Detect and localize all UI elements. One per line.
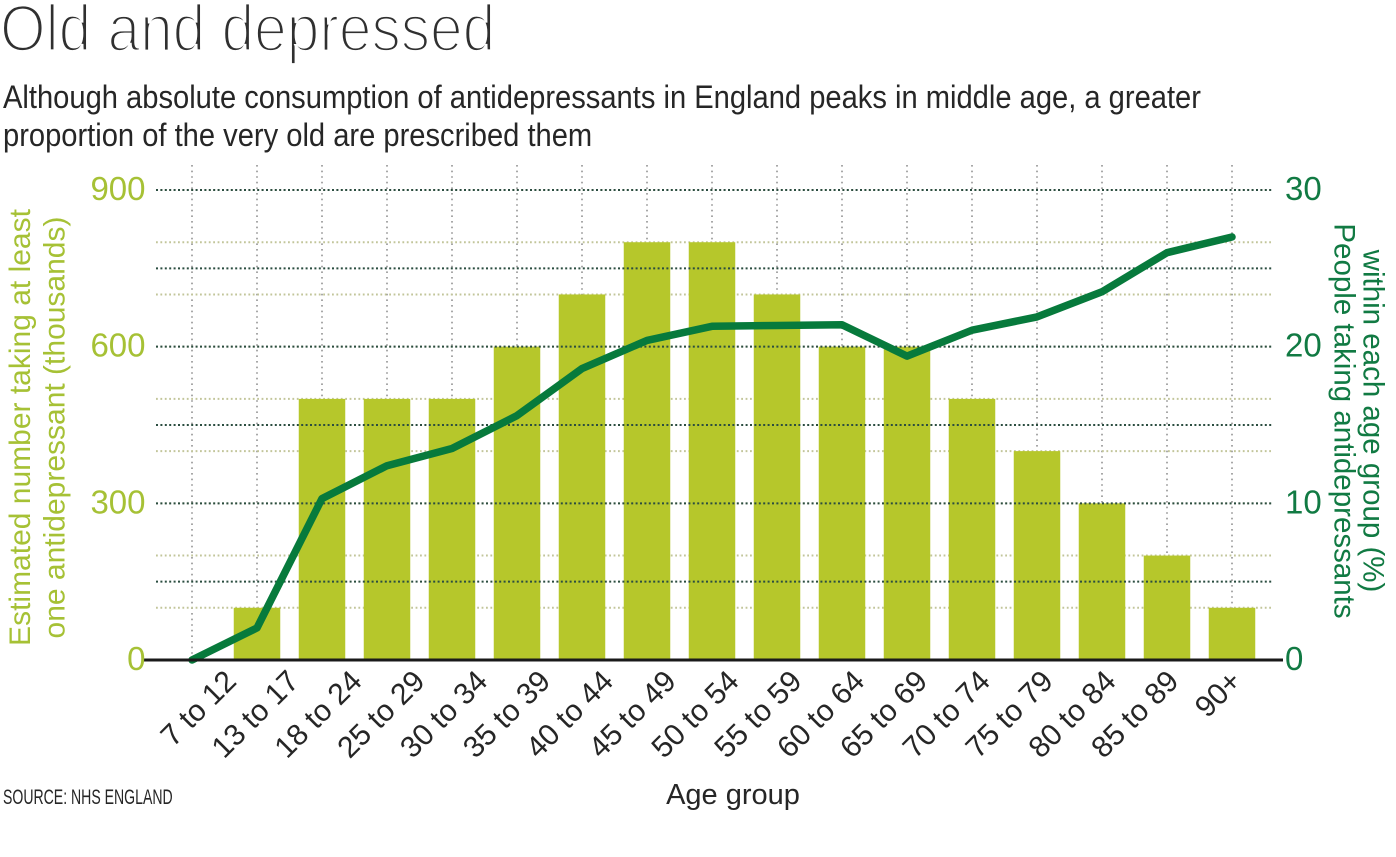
- svg-text:10: 10: [1285, 483, 1322, 520]
- svg-text:within each age group (%): within each age group (%): [1357, 249, 1390, 593]
- svg-text:People taking antidepressants: People taking antidepressants: [1328, 223, 1361, 618]
- svg-text:90+: 90+: [1189, 665, 1248, 724]
- svg-text:20: 20: [1285, 327, 1322, 364]
- svg-text:Estimated number taking at lea: Estimated number taking at least: [4, 208, 37, 646]
- svg-text:600: 600: [90, 327, 145, 364]
- svg-text:30: 30: [1285, 170, 1322, 207]
- svg-text:300: 300: [90, 483, 145, 520]
- svg-text:0: 0: [1285, 640, 1303, 677]
- svg-text:one antidepressant (thousands): one antidepressant (thousands): [38, 217, 71, 639]
- svg-text:0: 0: [127, 640, 145, 677]
- svg-text:900: 900: [90, 170, 145, 207]
- svg-text:Age group: Age group: [666, 779, 800, 811]
